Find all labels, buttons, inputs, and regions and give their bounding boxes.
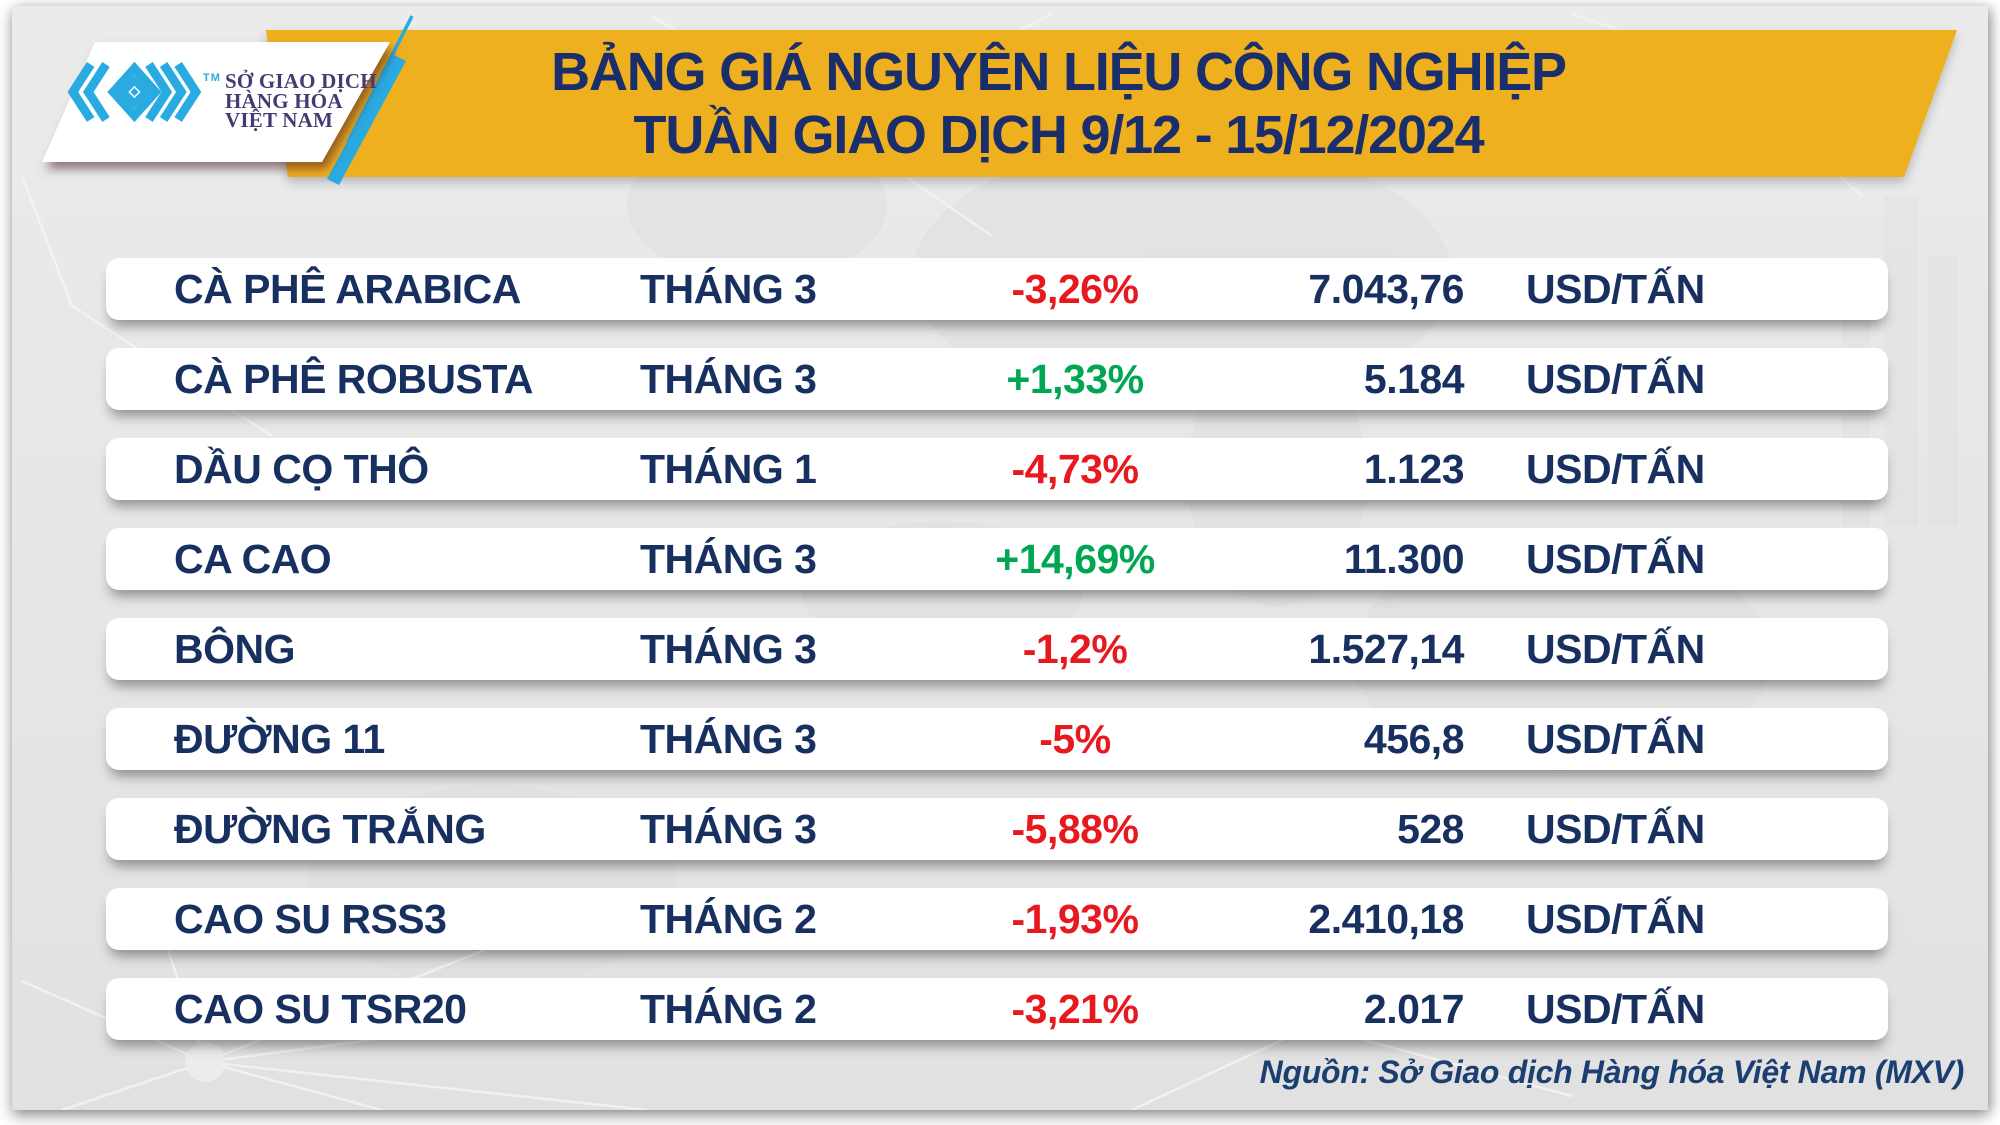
price-value: 7.043,76 bbox=[1308, 265, 1464, 312]
price-value: 1.123 bbox=[1363, 445, 1465, 492]
change-percent: +1,33% bbox=[1006, 355, 1144, 402]
price-unit: USD/TẤN bbox=[1526, 535, 1705, 582]
commodity-name: CA CAO bbox=[174, 535, 332, 582]
price-value: 5.184 bbox=[1363, 355, 1465, 402]
commodity-name: ĐƯỜNG TRẮNG bbox=[174, 805, 486, 852]
price-unit: USD/TẤN bbox=[1526, 895, 1705, 942]
change-percent: +14,69% bbox=[995, 535, 1155, 582]
price-unit: USD/TẤN bbox=[1526, 625, 1705, 672]
price-value: 1.527,14 bbox=[1308, 625, 1464, 672]
thick-diagonal-accent bbox=[327, 55, 406, 185]
mxv-logo-icon bbox=[67, 61, 202, 123]
table-row: CÀ PHÊ ARABICA THÁNG 3 -3,26% 7.043,76 USD/T… bbox=[106, 258, 1888, 320]
contract-month: THÁNG 3 bbox=[640, 625, 817, 672]
change-percent: -3,26% bbox=[1011, 265, 1139, 312]
table-row: ĐƯỜNG 11 THÁNG 3 -5% 456,8 USD/TẤN bbox=[106, 708, 1888, 770]
price-value: 2.410,18 bbox=[1308, 895, 1464, 942]
price-unit: USD/TẤN bbox=[1526, 985, 1705, 1032]
exchange-name: SỞ GIAO DỊCH HÀNG HÓA VIỆT NAM bbox=[225, 69, 395, 132]
contract-month: THÁNG 2 bbox=[640, 895, 817, 942]
price-unit: USD/TẤN bbox=[1526, 355, 1705, 402]
contract-month: THÁNG 3 bbox=[640, 355, 817, 402]
exchange-name-line3: VIỆT NAM bbox=[225, 108, 333, 132]
table-row: BÔNG THÁNG 3 -1,2% 1.527,14 USD/TẤN bbox=[106, 618, 1888, 680]
price-value: 2.017 bbox=[1363, 985, 1465, 1032]
page-title: BẢNG GIÁ NGUYÊN LIỆU CÔNG NGHIỆP TUẦN GI… bbox=[266, 30, 1957, 177]
commodity-name: CÀ PHÊ ARABICA bbox=[174, 265, 521, 312]
price-unit: USD/TẤN bbox=[1526, 715, 1705, 762]
contract-month: THÁNG 3 bbox=[640, 265, 817, 312]
price-unit: USD/TẤN bbox=[1526, 265, 1705, 312]
change-percent: -1,93% bbox=[1011, 895, 1139, 942]
contract-month: THÁNG 3 bbox=[640, 805, 817, 852]
commodity-name: CAO SU TSR20 bbox=[174, 985, 467, 1032]
exchange-name-line1: SỞ GIAO DỊCH bbox=[225, 69, 377, 93]
price-value: 11.300 bbox=[1343, 535, 1465, 582]
title-banner-shape bbox=[42, 15, 1957, 185]
price-value: 528 bbox=[1397, 805, 1464, 852]
page-title-line2: TUẦN GIAO DỊCH 9/12 - 15/12/2024 bbox=[633, 104, 1485, 165]
commodity-name: DẦU CỌ THÔ bbox=[174, 445, 429, 492]
price-unit: USD/TẤN bbox=[1526, 445, 1705, 492]
page-title-line1: BẢNG GIÁ NGUYÊN LIỆU CÔNG NGHIỆP bbox=[551, 41, 1567, 102]
price-unit: USD/TẤN bbox=[1526, 805, 1705, 852]
change-percent: -1,2% bbox=[1022, 625, 1128, 672]
table-row: CÀ PHÊ ROBUSTA THÁNG 3 +1,33% 5.184 USD/TẤN bbox=[106, 348, 1888, 410]
change-percent: -4,73% bbox=[1011, 445, 1139, 492]
table-row: CA CAO THÁNG 3 +14,69% 11.300 USD/TẤN bbox=[106, 528, 1888, 590]
contract-month: THÁNG 2 bbox=[640, 985, 817, 1032]
trademark-symbol: TM bbox=[203, 72, 221, 84]
table-row: CAO SU RSS3 THÁNG 2 -1,93% 2.410,18 USD/TẤN bbox=[106, 888, 1888, 950]
contract-month: THÁNG 3 bbox=[640, 715, 817, 762]
table-row: CAO SU TSR20 THÁNG 2 -3,21% 2.017 USD/TẤN bbox=[106, 978, 1888, 1040]
table-row: DẦU CỌ THÔ THÁNG 1 -4,73% 1.123 USD/TẤN bbox=[106, 438, 1888, 500]
commodity-name: CAO SU RSS3 bbox=[174, 895, 447, 942]
change-percent: -5,88% bbox=[1011, 805, 1139, 852]
contract-month: THÁNG 3 bbox=[640, 535, 817, 582]
change-percent: -3,21% bbox=[1011, 985, 1139, 1032]
table-row: ĐƯỜNG TRẮNG THÁNG 3 -5,88% 528 USD/TẤN bbox=[106, 798, 1888, 860]
change-percent: -5% bbox=[1039, 715, 1111, 762]
price-value: 456,8 bbox=[1363, 715, 1465, 762]
source-note: Nguồn: Sở Giao dịch Hàng hóa Việt Nam (M… bbox=[1259, 1054, 1965, 1090]
exchange-name-line2: HÀNG HÓA bbox=[225, 88, 343, 113]
commodity-name: BÔNG bbox=[174, 625, 296, 672]
commodity-name: CÀ PHÊ ROBUSTA bbox=[174, 355, 533, 402]
contract-month: THÁNG 1 bbox=[640, 445, 817, 492]
commodity-name: ĐƯỜNG 11 bbox=[174, 715, 385, 762]
